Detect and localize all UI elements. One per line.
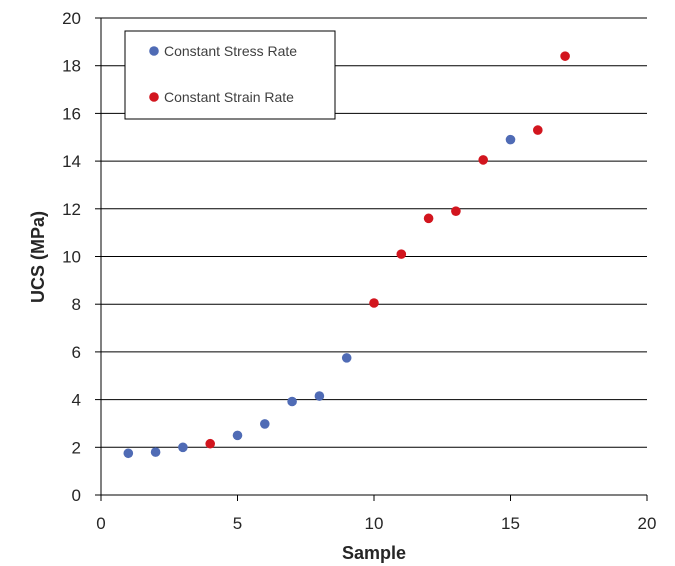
y-tick-label: 18 xyxy=(62,57,81,76)
y-tick-label: 16 xyxy=(62,104,81,123)
point-constant-stress-rate xyxy=(287,396,297,407)
point-constant-strain-rate xyxy=(478,155,489,165)
tick-labels: 0 5 10 15 20 0 2 4 6 8 10 12 14 16 18 20 xyxy=(62,9,656,533)
point-constant-stress-rate xyxy=(341,353,352,363)
point-constant-stress-rate xyxy=(505,134,516,145)
y-tick-label: 12 xyxy=(62,200,81,219)
point-constant-strain-rate xyxy=(533,125,543,135)
point-constant-stress-rate xyxy=(260,419,270,429)
point-constant-stress-rate xyxy=(178,442,188,453)
legend-box xyxy=(124,30,336,120)
legend-marker xyxy=(149,46,159,56)
x-axis-title: Sample xyxy=(342,543,406,563)
legend-label: Constant Strain Rate xyxy=(164,89,294,105)
axes xyxy=(95,17,648,501)
y-tick-label: 6 xyxy=(72,343,81,362)
point-constant-stress-rate xyxy=(150,447,161,457)
x-tick-label: 20 xyxy=(638,514,657,533)
x-tick-label: 10 xyxy=(365,514,384,533)
y-tick-label: 4 xyxy=(72,391,81,410)
y-tick-label: 8 xyxy=(72,295,81,314)
y-tick-label: 14 xyxy=(62,152,81,171)
x-tick-label: 15 xyxy=(501,514,520,533)
point-constant-strain-rate xyxy=(423,213,434,224)
point-constant-strain-rate xyxy=(396,249,407,259)
x-tick-label: 0 xyxy=(96,514,105,533)
y-tick-label: 0 xyxy=(72,486,81,505)
point-constant-strain-rate xyxy=(451,206,461,216)
legend-marker xyxy=(149,92,159,102)
y-axis-title: UCS (MPa) xyxy=(28,211,48,303)
y-tick-label: 10 xyxy=(62,248,81,267)
point-constant-stress-rate xyxy=(314,391,325,401)
y-tick-label: 2 xyxy=(72,438,81,457)
point-constant-strain-rate xyxy=(560,51,570,61)
y-tick-label: 20 xyxy=(62,9,81,28)
point-constant-stress-rate xyxy=(123,448,134,459)
data-points xyxy=(123,51,570,459)
point-constant-strain-rate xyxy=(205,438,215,449)
point-constant-stress-rate xyxy=(232,430,243,441)
point-constant-strain-rate xyxy=(369,298,379,308)
legend-label: Constant Stress Rate xyxy=(164,43,297,59)
x-tick-label: 5 xyxy=(233,514,242,533)
legend: Constant Stress Rate Constant Strain Rate xyxy=(124,30,336,120)
